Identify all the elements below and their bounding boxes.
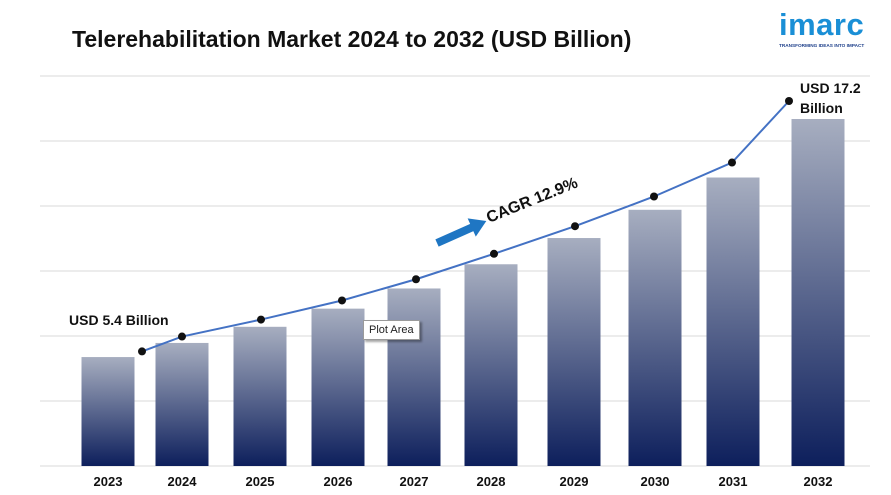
trend-point-2029: [571, 222, 579, 231]
trend-point-2024: [178, 332, 186, 341]
bar-2029: [547, 238, 601, 466]
x-axis-ticks: 2023 2024 2025 2026 2027 2028 2029 2030 2031 2032: [94, 474, 833, 489]
trend-point-2032: [785, 97, 793, 105]
x-tick-label: 2032: [804, 474, 833, 489]
bar-2023: [81, 357, 135, 466]
trend-line: [138, 97, 793, 356]
bar-2026: [311, 308, 365, 466]
bar-2032: [791, 119, 845, 466]
trend-point-2026: [338, 296, 346, 305]
trend-point-2023: [138, 347, 146, 356]
trend-point-2031: [728, 158, 736, 167]
trend-point-2028: [490, 249, 498, 258]
trend-point-2025: [257, 315, 265, 324]
bar-2030: [628, 209, 682, 466]
x-tick-label: 2030: [641, 474, 670, 489]
end-value-label-line2: Billion: [800, 100, 843, 116]
logo-wordmark: imarc: [779, 7, 865, 42]
cagr-label: CAGR 12.9%: [484, 175, 580, 227]
bars: [81, 119, 845, 467]
end-value-label-line1: USD 17.2: [800, 80, 861, 96]
trend-point-2030: [650, 192, 658, 201]
x-tick-label: 2024: [168, 474, 198, 489]
x-tick-label: 2025: [246, 474, 275, 489]
trend-point-2027: [412, 275, 420, 284]
imarc-logo: imarc TRANSFORMING IDEAS INTO IMPACT: [779, 8, 879, 52]
cagr-arrow-icon: [435, 218, 487, 247]
trend-line-path: [141, 100, 790, 353]
x-tick-label: 2031: [719, 474, 748, 489]
bar-2025: [233, 326, 287, 466]
bar-2028: [464, 264, 518, 466]
logo-tagline: TRANSFORMING IDEAS INTO IMPACT: [779, 43, 865, 48]
x-tick-label: 2028: [477, 474, 506, 489]
x-tick-label: 2026: [324, 474, 353, 489]
bar-2024: [155, 342, 209, 466]
bar-2031: [706, 177, 760, 467]
start-value-label: USD 5.4 Billion: [69, 312, 169, 328]
chart-title: Telerehabilitation Market 2024 to 2032 (…: [72, 26, 632, 52]
bar-2027: [387, 288, 441, 466]
x-tick-label: 2023: [94, 474, 123, 489]
plot-area-tooltip: Plot Area: [363, 320, 420, 340]
x-tick-label: 2027: [400, 474, 429, 489]
x-tick-label: 2029: [560, 474, 589, 489]
